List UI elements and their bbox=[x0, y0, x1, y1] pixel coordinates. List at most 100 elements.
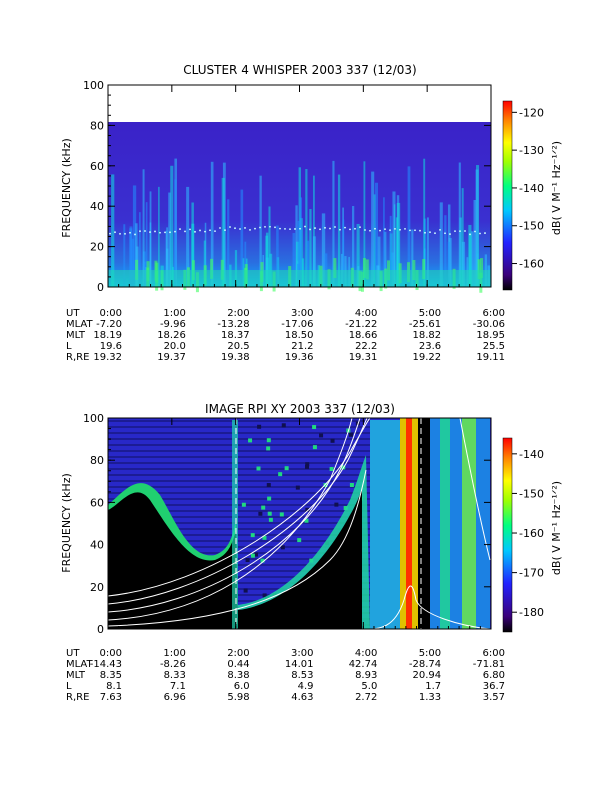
pixel bbox=[280, 545, 285, 550]
burst bbox=[392, 191, 396, 287]
burst bbox=[221, 177, 225, 287]
plasma-dot bbox=[464, 230, 466, 232]
ephemeris-value: 18.26 bbox=[157, 330, 186, 341]
plasma-dot bbox=[244, 227, 246, 229]
pixel bbox=[260, 558, 265, 563]
plasma-dot bbox=[124, 232, 126, 235]
ephemeris-value: 3.57 bbox=[483, 692, 505, 703]
ephemeris-value: 42.74 bbox=[349, 659, 378, 670]
burst bbox=[174, 179, 177, 287]
ephemeris-value: 7.63 bbox=[100, 692, 122, 703]
burst bbox=[475, 169, 479, 287]
pixel bbox=[253, 552, 258, 557]
pixel bbox=[257, 424, 262, 429]
ephemeris-row-label: R,RE bbox=[66, 352, 89, 363]
burst bbox=[423, 158, 426, 287]
stripe bbox=[108, 534, 370, 536]
ephemeris-value: 20.94 bbox=[413, 670, 442, 681]
burst bbox=[383, 197, 385, 287]
burst bbox=[356, 223, 360, 287]
plasma-dot bbox=[199, 229, 201, 232]
stripe bbox=[108, 558, 370, 560]
panel1-colorbar-label: dB( V M⁻¹ Hz⁻¹ᐟ²) bbox=[550, 141, 563, 235]
ephemeris-value: 19.11 bbox=[476, 352, 505, 363]
stripe bbox=[108, 564, 370, 566]
stripe bbox=[108, 450, 370, 452]
stripe bbox=[108, 462, 370, 464]
ephemeris-row-label: MLAT bbox=[66, 319, 93, 330]
stripe bbox=[108, 576, 370, 578]
burst bbox=[135, 223, 138, 287]
burst-low bbox=[477, 259, 481, 280]
panel2-ylabel: FREQUENCY (kHz) bbox=[60, 473, 73, 573]
plasma-dot bbox=[449, 233, 451, 235]
burst bbox=[444, 215, 447, 287]
ephemeris-value: 1.33 bbox=[419, 692, 441, 703]
pixel bbox=[348, 432, 353, 437]
panel1-ephemeris: UT 0:00 1:00 2:00 3:00 4:00 5:00 6:00 MLAT -7.20 -… bbox=[66, 308, 505, 363]
burst bbox=[158, 186, 160, 287]
plasma-dot bbox=[224, 229, 226, 232]
burst bbox=[407, 166, 411, 287]
panel1-title: CLUSTER 4 WHISPER 2003 337 (12/03) bbox=[183, 63, 416, 77]
plasma-dot bbox=[264, 225, 266, 228]
ephemeris-value: 5:00 bbox=[419, 308, 441, 319]
burst bbox=[305, 169, 308, 287]
plasma-dot bbox=[384, 228, 386, 231]
burst bbox=[168, 192, 171, 287]
y-tick-label: 0 bbox=[97, 281, 104, 294]
burst bbox=[384, 231, 387, 287]
burst-low bbox=[220, 259, 224, 280]
stripe bbox=[108, 522, 370, 524]
burst bbox=[447, 241, 450, 287]
plasma-dot bbox=[129, 231, 131, 234]
colorbar-tick-label: -130 bbox=[519, 144, 544, 157]
burst bbox=[129, 228, 133, 287]
stripe bbox=[108, 510, 370, 512]
burst bbox=[299, 197, 303, 287]
plasma-dot bbox=[169, 231, 171, 234]
pixel bbox=[266, 483, 271, 488]
y-tick-label: 60 bbox=[90, 160, 104, 173]
stripe bbox=[108, 432, 370, 434]
stripe bbox=[108, 546, 370, 548]
pixel bbox=[266, 438, 271, 443]
panel1-colorbar-gradient bbox=[502, 100, 513, 291]
pixel bbox=[297, 538, 302, 543]
ephemeris-value: 18.50 bbox=[285, 330, 314, 341]
burst bbox=[186, 186, 190, 287]
panel2-ephemeris: UT 0:00 1:00 2:00 3:00 4:00 5:00 6:00 MLAT-14.43… bbox=[66, 648, 505, 703]
plasma-dot bbox=[179, 228, 181, 230]
ephemeris-value: 5.98 bbox=[227, 692, 249, 703]
colorbar-tick-label: -120 bbox=[519, 106, 544, 119]
pixel bbox=[267, 496, 272, 501]
ephemeris-value: -25.61 bbox=[409, 319, 441, 330]
burst bbox=[461, 241, 466, 287]
plasma-dot bbox=[114, 231, 116, 234]
plasma-dot bbox=[439, 228, 441, 231]
model-curve bbox=[107, 417, 371, 597]
colorbar-tick-label: -160 bbox=[519, 527, 544, 540]
model-curve bbox=[359, 585, 491, 630]
ephemeris-value: 2:00 bbox=[227, 648, 249, 659]
plasma-dot bbox=[164, 231, 166, 234]
burst bbox=[342, 219, 345, 287]
plasma-dot bbox=[274, 226, 276, 229]
ephemeris-value: 23.6 bbox=[419, 341, 441, 352]
burst-low bbox=[333, 258, 337, 279]
pixel bbox=[262, 535, 267, 540]
ephemeris-row-label: R,RE bbox=[66, 692, 89, 703]
y-tick-label: 80 bbox=[90, 119, 104, 132]
panel1-low-band bbox=[108, 270, 491, 287]
burst bbox=[473, 199, 477, 287]
panel2-red-band bbox=[406, 418, 412, 629]
burst bbox=[471, 231, 474, 287]
plasma-dot bbox=[379, 229, 381, 232]
ephemeris-value: -9.96 bbox=[160, 319, 186, 330]
burst bbox=[145, 202, 148, 287]
burst bbox=[373, 194, 376, 287]
plasma-dot bbox=[409, 229, 411, 232]
colorbar-tick-label: -140 bbox=[519, 448, 544, 461]
model-curve bbox=[107, 469, 367, 627]
plasma-dot bbox=[309, 228, 311, 231]
